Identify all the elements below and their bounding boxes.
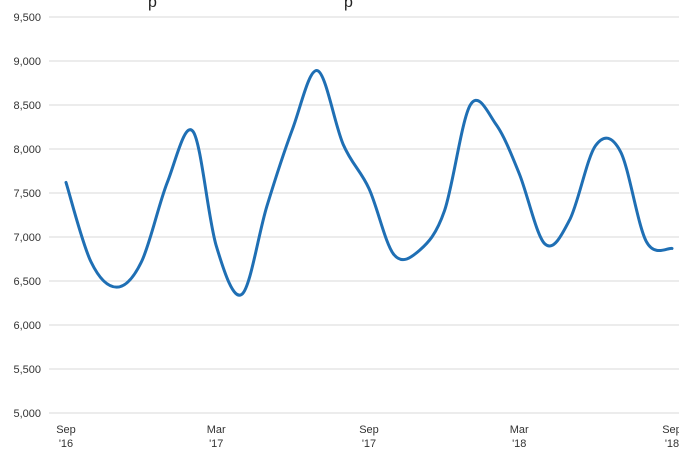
x-tick-label-month: Sep bbox=[56, 424, 76, 436]
y-tick-label-8500: 8,500 bbox=[13, 100, 41, 112]
clipped-title-fragment-left: p bbox=[148, 0, 157, 11]
y-tick-label-9500: 9,500 bbox=[13, 12, 41, 24]
clipped-title-fragments: p p bbox=[148, 0, 353, 11]
y-tick-label-5000: 5,000 bbox=[13, 408, 41, 420]
x-tick-label-year: '18 bbox=[512, 438, 526, 449]
x-tick-label-month: Sep bbox=[359, 424, 379, 436]
y-tick-label-6000: 6,000 bbox=[13, 320, 41, 332]
x-tick-label-year: '16 bbox=[59, 438, 73, 449]
y-tick-label-5500: 5,500 bbox=[13, 364, 41, 376]
y-tick-label-6500: 6,500 bbox=[13, 276, 41, 288]
y-axis: 5,000 5,500 6,000 6,500 7,000 7,500 8,000 8,500… bbox=[13, 12, 41, 420]
x-axis: Sep '16 Mar '17 Sep '17 Mar '18 Sep '18 bbox=[56, 424, 679, 449]
gridlines bbox=[49, 16, 679, 414]
x-tick-label-month: Mar bbox=[510, 424, 529, 436]
y-tick-label-8000: 8,000 bbox=[13, 144, 41, 156]
x-tick-3: Mar '18 bbox=[510, 424, 529, 449]
y-tick-label-7500: 7,500 bbox=[13, 188, 41, 200]
y-tick-label-7000: 7,000 bbox=[13, 232, 41, 244]
x-tick-4: Sep '18 bbox=[662, 424, 679, 449]
series-layer bbox=[64, 69, 674, 297]
x-tick-label-month: Sep bbox=[662, 424, 679, 436]
x-tick-1: Mar '17 bbox=[207, 424, 226, 449]
series-line-0 bbox=[64, 69, 674, 297]
x-tick-label-year: '17 bbox=[209, 438, 223, 449]
x-tick-label-year: '18 bbox=[665, 438, 679, 449]
x-tick-2: Sep '17 bbox=[359, 424, 379, 449]
x-tick-label-year: '17 bbox=[362, 438, 376, 449]
x-tick-0: Sep '16 bbox=[56, 424, 76, 449]
x-tick-label-month: Mar bbox=[207, 424, 226, 436]
clipped-title-fragment-right: p bbox=[344, 0, 353, 11]
y-tick-label-9000: 9,000 bbox=[13, 56, 41, 68]
